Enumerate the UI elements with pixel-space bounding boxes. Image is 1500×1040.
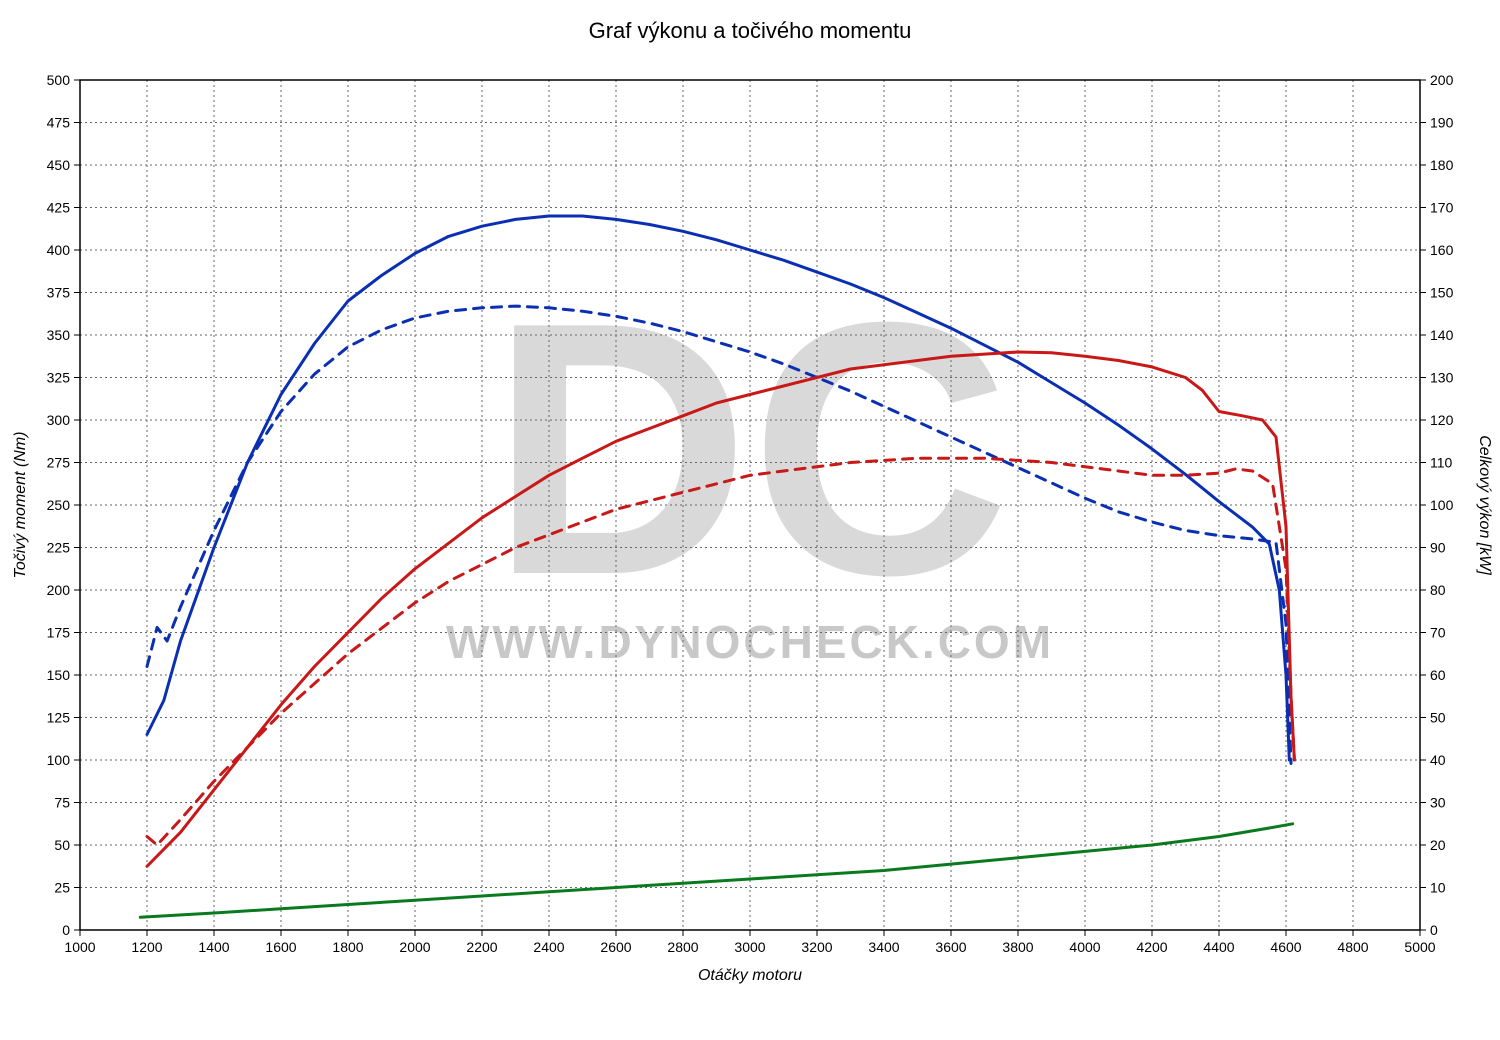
x-tick-label: 2400: [533, 939, 564, 955]
y-right-tick-label: 90: [1430, 540, 1446, 556]
y-left-tick-label: 275: [47, 455, 71, 471]
x-tick-label: 3800: [1002, 939, 1033, 955]
dyno-chart: DCWWW.DYNOCHECK.COM100012001400160018002…: [0, 60, 1500, 1010]
y-left-tick-label: 450: [47, 157, 71, 173]
y-right-tick-label: 20: [1430, 837, 1446, 853]
y-right-tick-label: 40: [1430, 752, 1446, 768]
x-tick-label: 4800: [1337, 939, 1368, 955]
y-left-tick-label: 475: [47, 115, 71, 131]
y-left-tick-label: 125: [47, 710, 71, 726]
x-tick-label: 4400: [1203, 939, 1234, 955]
x-tick-label: 2200: [466, 939, 497, 955]
y-left-tick-label: 150: [47, 667, 71, 683]
x-tick-label: 2000: [399, 939, 430, 955]
x-axis-label: Otáčky motoru: [698, 967, 802, 984]
x-tick-label: 3600: [935, 939, 966, 955]
y-right-axis-label: Celkový výkon [kW]: [1476, 435, 1493, 575]
y-right-tick-label: 50: [1430, 710, 1446, 726]
y-right-tick-label: 130: [1430, 370, 1454, 386]
y-right-tick-label: 110: [1430, 455, 1453, 471]
x-tick-label: 4600: [1270, 939, 1301, 955]
y-left-axis-label: Točivý moment (Nm): [12, 432, 29, 579]
y-left-tick-label: 325: [47, 370, 71, 386]
y-left-tick-label: 175: [47, 625, 71, 641]
y-right-tick-label: 190: [1430, 115, 1454, 131]
y-left-tick-label: 375: [47, 285, 71, 301]
y-left-tick-label: 425: [47, 200, 71, 216]
x-tick-label: 1400: [198, 939, 229, 955]
y-right-tick-label: 80: [1430, 582, 1446, 598]
y-right-tick-label: 100: [1430, 497, 1454, 513]
y-left-tick-label: 250: [47, 497, 71, 513]
y-left-tick-label: 75: [54, 795, 70, 811]
y-left-tick-label: 50: [54, 837, 70, 853]
y-left-tick-label: 225: [47, 540, 71, 556]
y-left-tick-label: 25: [54, 880, 70, 896]
x-tick-label: 3400: [868, 939, 899, 955]
y-right-tick-label: 200: [1430, 72, 1454, 88]
x-tick-label: 3200: [801, 939, 832, 955]
chart-title: Graf výkonu a točivého momentu: [0, 0, 1500, 44]
y-left-tick-label: 200: [47, 582, 71, 598]
y-left-tick-label: 400: [47, 242, 71, 258]
y-right-tick-label: 10: [1430, 880, 1446, 896]
x-tick-label: 4000: [1069, 939, 1100, 955]
y-right-tick-label: 0: [1430, 922, 1438, 938]
x-tick-label: 1600: [265, 939, 296, 955]
y-left-tick-label: 500: [47, 72, 71, 88]
x-tick-label: 4200: [1136, 939, 1167, 955]
x-tick-label: 5000: [1404, 939, 1435, 955]
x-tick-label: 1200: [131, 939, 162, 955]
y-right-tick-label: 140: [1430, 327, 1454, 343]
x-tick-label: 3000: [734, 939, 765, 955]
x-tick-label: 2600: [600, 939, 631, 955]
y-left-tick-label: 100: [47, 752, 71, 768]
x-tick-label: 1000: [64, 939, 95, 955]
y-right-tick-label: 160: [1430, 242, 1454, 258]
x-tick-label: 1800: [332, 939, 363, 955]
y-right-tick-label: 150: [1430, 285, 1454, 301]
y-left-tick-label: 300: [47, 412, 71, 428]
y-right-tick-label: 70: [1430, 625, 1446, 641]
x-tick-label: 2800: [667, 939, 698, 955]
y-right-tick-label: 120: [1430, 412, 1454, 428]
y-left-tick-label: 350: [47, 327, 71, 343]
y-right-tick-label: 180: [1430, 157, 1454, 173]
y-right-tick-label: 60: [1430, 667, 1446, 683]
y-left-tick-label: 0: [62, 922, 70, 938]
y-right-tick-label: 30: [1430, 795, 1446, 811]
y-right-tick-label: 170: [1430, 200, 1454, 216]
